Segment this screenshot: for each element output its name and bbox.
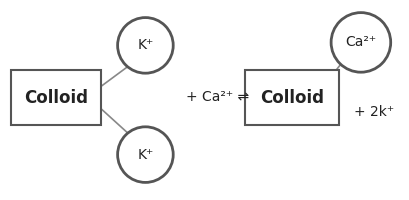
Text: Ca²⁺: Ca²⁺ [345,35,376,49]
Text: Colloid: Colloid [260,89,324,107]
Text: + 2k⁺: + 2k⁺ [354,105,394,119]
Bar [245,70,339,125]
Circle shape [118,127,173,182]
Circle shape [118,18,173,73]
Text: K⁺: K⁺ [137,148,153,162]
Text: Colloid: Colloid [24,89,88,107]
Text: K⁺: K⁺ [137,38,153,52]
Bar [11,70,101,125]
Circle shape [331,13,391,72]
Text: + Ca²⁺ ⇌: + Ca²⁺ ⇌ [187,90,249,104]
